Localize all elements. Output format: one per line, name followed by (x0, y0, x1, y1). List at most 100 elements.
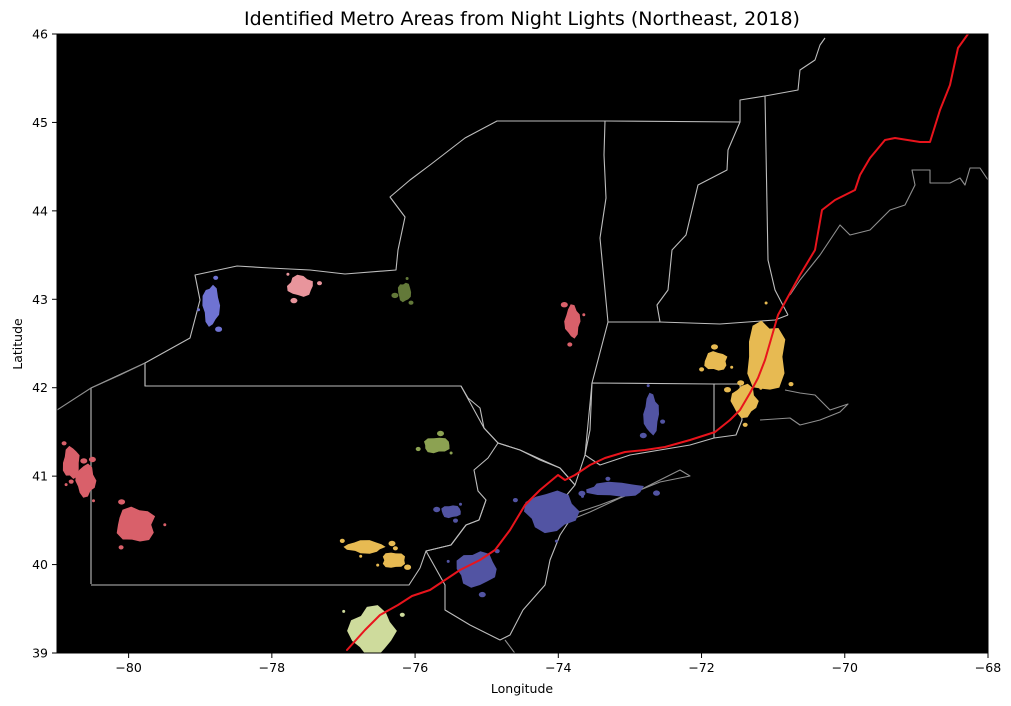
metro-speck (405, 277, 409, 280)
map-background (57, 34, 988, 653)
metro-speck (730, 365, 734, 369)
y-tick-label: 40 (32, 557, 48, 572)
metro-area-albany (564, 304, 581, 339)
y-tick-label: 41 (32, 469, 48, 484)
rhode-island-border (713, 383, 743, 439)
metro-speck (453, 518, 458, 523)
x-tick-label: −72 (688, 660, 714, 675)
y-tick-label: 44 (32, 203, 48, 218)
maine-border (764, 37, 826, 97)
metro-speck (317, 281, 322, 286)
metro-speck (459, 502, 462, 506)
x-axis-label: Longitude (491, 681, 553, 696)
metro-speck (61, 441, 67, 446)
metro-speck (582, 313, 586, 317)
metro-speck (290, 297, 298, 304)
maine-coast (789, 167, 988, 296)
metro-speck (197, 308, 200, 312)
metro-speck (433, 506, 441, 513)
metro-area-lancaster (382, 552, 405, 568)
new-hampshire-border (739, 95, 789, 316)
cape-cod-coast (759, 389, 849, 426)
metro-speck (737, 380, 745, 386)
metro-area-pittsburgh (116, 506, 156, 542)
metro-area-buffalo (202, 284, 221, 327)
metro-speck (88, 456, 96, 463)
long-island-coast (569, 469, 691, 521)
metro-area-syracuse (397, 282, 412, 303)
y-tick-label: 42 (32, 380, 48, 395)
metro-speck (286, 272, 290, 276)
metro-speck (646, 384, 650, 388)
massachusetts-border (608, 314, 789, 325)
metro-speck (764, 301, 768, 305)
metro-area-harrisburg (343, 540, 386, 554)
y-axis-label: Latitude (10, 318, 25, 370)
metro-area-allentown (441, 505, 461, 519)
y-tick-label: 43 (32, 292, 48, 307)
metro-speck (359, 554, 363, 558)
metro-speck (118, 545, 124, 550)
metro-speck (388, 540, 396, 547)
metro-speck (391, 292, 399, 299)
y-tick-label: 45 (32, 115, 48, 130)
metro-speck (660, 419, 666, 424)
chart-title: Identified Metro Areas from Night Lights… (244, 8, 800, 30)
metro-area-worcester (704, 351, 728, 371)
metro-speck (605, 476, 611, 481)
metro-speck (788, 382, 794, 387)
metro-speck (404, 564, 412, 570)
metro-speck (449, 451, 453, 455)
x-tick-label: −78 (259, 660, 285, 675)
metro-speck (392, 546, 398, 551)
metro-speck (408, 300, 414, 305)
metro-area-baltimore (347, 605, 397, 653)
metro-speck (68, 479, 74, 484)
x-tick-label: −80 (115, 660, 141, 675)
metro-area-erie-west (62, 445, 80, 479)
plot-frame (56, 33, 989, 654)
metro-area-pittsburgh-north (75, 463, 97, 498)
metro-speck (367, 664, 374, 669)
metro-areas (61, 272, 794, 669)
metro-speck (342, 609, 346, 613)
metro-speck (639, 432, 647, 439)
metro-speck (478, 591, 486, 598)
y-tick-label: 39 (32, 646, 48, 661)
connecticut-border (584, 382, 715, 466)
metro-speck (92, 499, 95, 503)
metro-speck (653, 490, 660, 496)
metro-speck (64, 483, 68, 487)
metro-speck (512, 498, 518, 503)
y-axis-ticks: 39 40 41 42 43 44 45 46 (32, 27, 57, 661)
metro-speck (163, 523, 167, 527)
metro-speck (437, 430, 444, 437)
metro-speck (742, 422, 748, 427)
metro-speck (759, 386, 763, 390)
metro-speck (560, 302, 568, 308)
metro-speck (118, 499, 126, 505)
metro-speck (376, 563, 380, 567)
i95-corridor-line (346, 34, 969, 651)
vermont-border (604, 120, 741, 323)
metro-area-rochester (287, 274, 313, 297)
metro-speck (724, 387, 731, 393)
map-layers (57, 34, 988, 669)
metro-speck (446, 559, 450, 563)
metro-area-nyc-philadelphia (524, 490, 580, 534)
metro-speck (554, 539, 558, 543)
metro-speck (578, 490, 586, 497)
state-boundaries (90, 37, 826, 641)
new-jersey-border (425, 442, 576, 641)
atlantic-coast (504, 639, 516, 653)
metro-area-hartford (643, 392, 659, 436)
coastlines (57, 167, 988, 653)
metro-speck (399, 612, 405, 617)
metro-area-scranton (424, 437, 450, 454)
metro-speck (415, 446, 421, 452)
metro-speck (213, 275, 219, 280)
x-tick-label: −76 (402, 660, 428, 675)
metro-speck (699, 367, 705, 372)
metro-area-long-island (586, 481, 644, 497)
